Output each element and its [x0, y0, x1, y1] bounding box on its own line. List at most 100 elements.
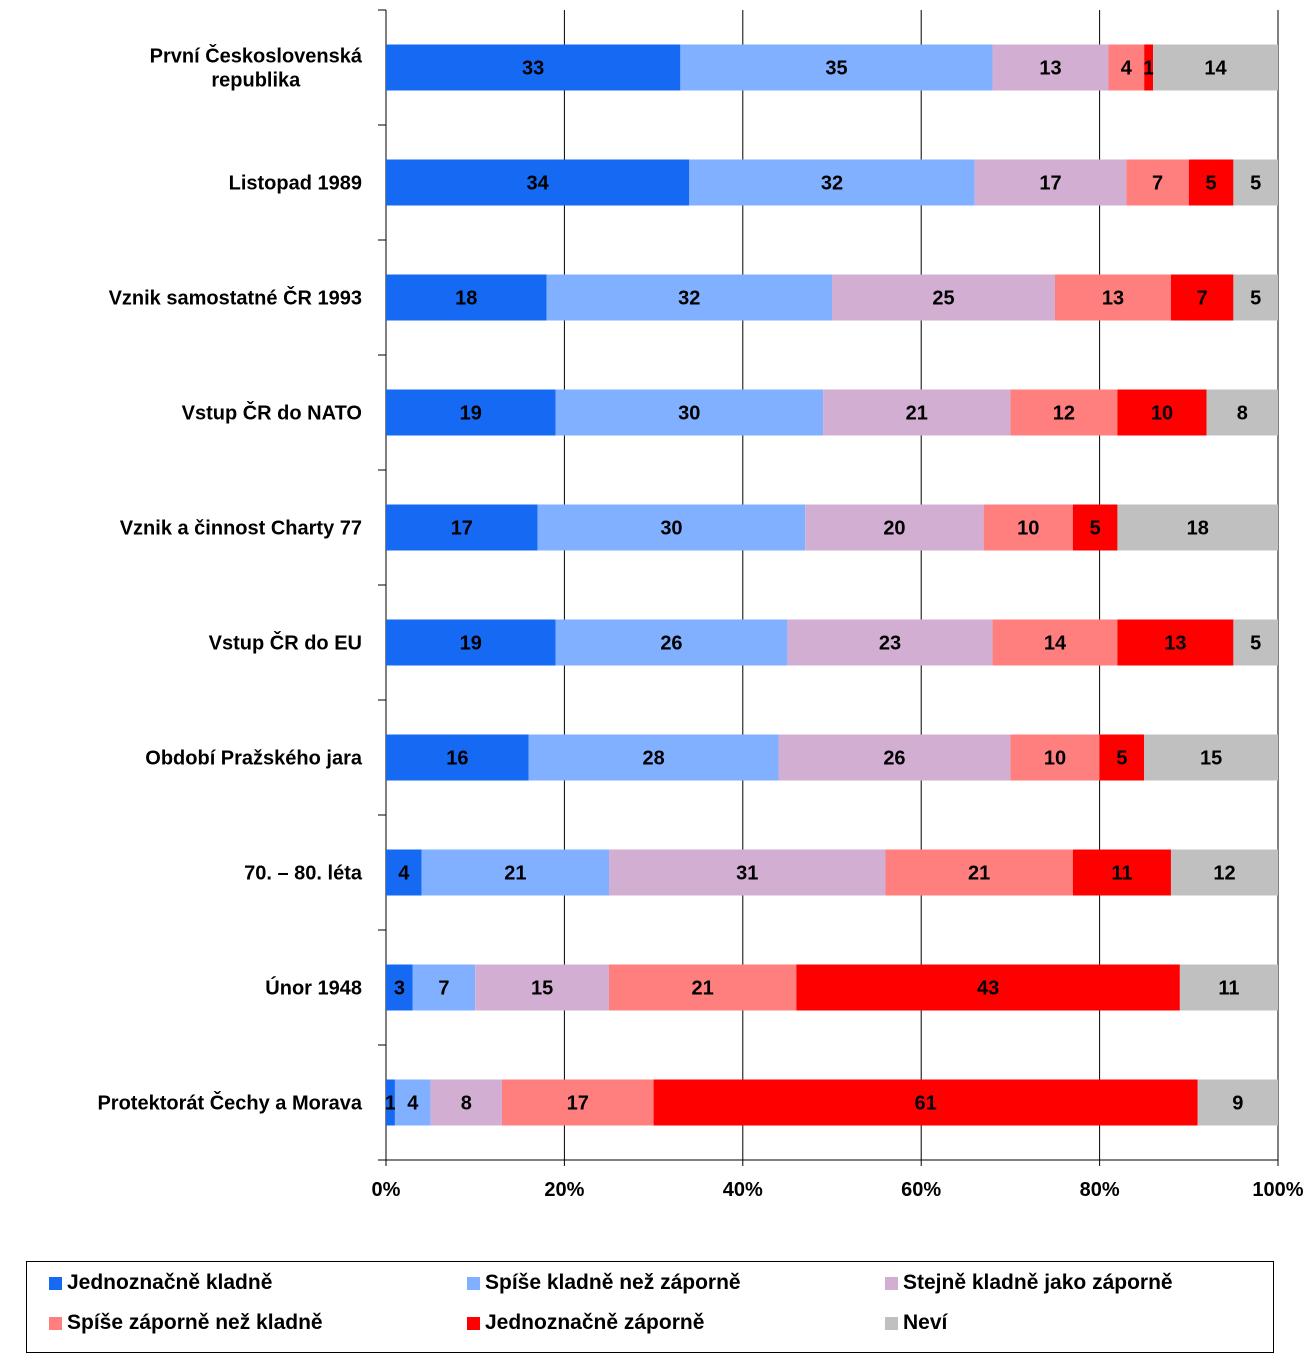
legend-item: Spíše záporně než kladně	[49, 1311, 323, 1335]
legend-item: Neví	[885, 1311, 947, 1335]
legend-swatch	[885, 1316, 898, 1330]
bar-segment	[885, 849, 1073, 896]
bar-segment	[386, 389, 556, 436]
legend-item: Jednoznačně záporně	[467, 1311, 704, 1335]
legend-label: Spíše kladně než záporně	[485, 1271, 741, 1294]
data-label: 14	[1204, 58, 1227, 80]
x-tick-label: 80%	[1080, 1179, 1120, 1201]
bar-segment	[386, 619, 556, 666]
legend-label: Stejně kladně jako záporně	[903, 1271, 1173, 1294]
bar-segment	[680, 44, 993, 91]
category-label: Listopad 1989	[229, 173, 362, 195]
data-label: 1	[1143, 58, 1154, 80]
bar-segment	[386, 44, 681, 91]
data-label: 26	[883, 748, 905, 770]
legend-swatch	[885, 1276, 898, 1290]
data-label: 8	[1237, 403, 1248, 425]
data-label: 28	[642, 748, 664, 770]
data-label: 30	[660, 518, 682, 540]
data-label: 33	[522, 58, 544, 80]
category-label: Únor 1948	[265, 976, 362, 1000]
bar-segment	[555, 389, 824, 436]
data-label: 10	[1044, 748, 1066, 770]
bar-segment	[1072, 504, 1118, 551]
bar-segment	[528, 734, 779, 781]
data-label: 13	[1039, 58, 1061, 80]
data-label: 16	[446, 748, 468, 770]
bar-segment	[475, 964, 609, 1011]
data-label: 5	[1116, 748, 1127, 770]
bar-segment	[386, 1079, 395, 1126]
data-label: 4	[407, 1093, 419, 1115]
bar-segment	[983, 504, 1073, 551]
category-label: Vznik a činnost Charty 77	[120, 518, 362, 540]
data-label: 34	[527, 173, 550, 195]
legend-label: Jednoznačně záporně	[485, 1311, 705, 1334]
legend-swatch	[467, 1316, 480, 1330]
bar-segment	[609, 849, 886, 896]
bar-segment	[1117, 619, 1234, 666]
bar-segment	[1179, 964, 1278, 1011]
bar-segment	[537, 504, 806, 551]
bar-segment	[778, 734, 1011, 781]
bar-segment	[609, 964, 797, 1011]
data-label: 5	[1250, 173, 1261, 195]
legend-label: Spíše záporně než kladně	[67, 1311, 323, 1334]
x-tick-label: 40%	[723, 1179, 763, 1201]
bar-segment	[555, 619, 788, 666]
data-label: 5	[1250, 288, 1261, 310]
bar-segment	[992, 44, 1109, 91]
data-label: 21	[504, 863, 526, 885]
data-label: 26	[660, 633, 682, 655]
x-tick-label: 0%	[372, 1179, 401, 1201]
bar-segment	[1144, 44, 1154, 91]
data-label: 5	[1250, 633, 1261, 655]
bar-segment	[430, 1079, 502, 1126]
data-label: 21	[906, 403, 928, 425]
data-label: 21	[692, 978, 714, 1000]
data-label: 11	[1218, 978, 1239, 1000]
bar-segment	[386, 159, 690, 206]
bar-segment	[386, 734, 529, 781]
bar-segment	[1108, 44, 1145, 91]
legend: Jednoznačně kladně Spíše kladně než zápor…	[26, 1261, 1274, 1353]
x-tick-label: 100%	[1252, 1179, 1303, 1201]
bar-segment	[823, 389, 1011, 436]
bar-segment	[1170, 274, 1234, 321]
data-label: 7	[438, 978, 449, 1000]
legend-swatch	[467, 1276, 480, 1290]
data-label: 19	[460, 403, 482, 425]
bar-segment	[1188, 159, 1234, 206]
bar-segment	[1117, 389, 1207, 436]
data-label: 13	[1164, 633, 1186, 655]
data-label: 4	[1121, 58, 1133, 80]
data-label: 32	[678, 288, 700, 310]
data-label: 12	[1213, 863, 1235, 885]
data-label: 25	[932, 288, 954, 310]
bar-segment	[1126, 159, 1189, 206]
legend-item: Spíše kladně než záporně	[467, 1271, 741, 1295]
bar-segment	[1144, 734, 1278, 781]
bar-segment	[1099, 734, 1145, 781]
bar-segment	[1197, 1079, 1278, 1126]
bar-segment	[1072, 849, 1171, 896]
legend-label: Neví	[903, 1311, 948, 1334]
data-label: 11	[1111, 863, 1132, 885]
category-label: Protektorát Čechy a Morava	[97, 1091, 362, 1115]
data-label: 9	[1232, 1093, 1243, 1115]
x-tick-label: 60%	[901, 1179, 941, 1201]
data-label: 13	[1102, 288, 1124, 310]
category-label: První Československá	[150, 44, 363, 68]
category-label: Období Pražského jara	[145, 748, 363, 770]
data-label: 31	[736, 863, 758, 885]
category-label: Vstup ČR do NATO	[182, 401, 362, 425]
data-label: 19	[460, 633, 482, 655]
category-label: republika	[211, 70, 301, 92]
data-label: 21	[968, 863, 990, 885]
legend-label: Jednoznačně kladně	[67, 1271, 273, 1294]
bar-segment	[796, 964, 1180, 1011]
data-label: 7	[1197, 288, 1208, 310]
category-label: Vstup ČR do EU	[209, 631, 362, 655]
data-label: 61	[915, 1093, 937, 1115]
data-label: 10	[1151, 403, 1173, 425]
